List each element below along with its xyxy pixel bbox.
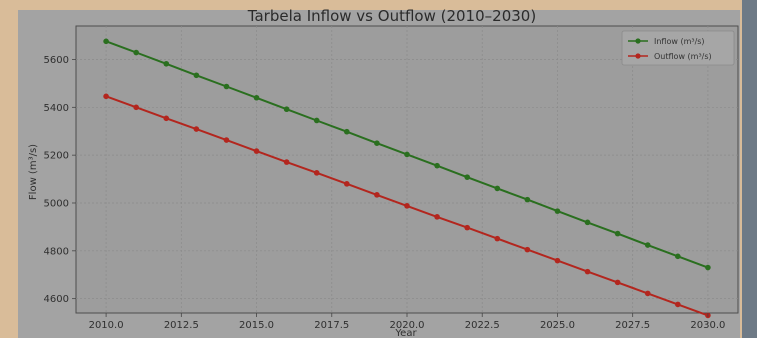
y-axis-label: Flow (m³/s) — [28, 144, 39, 200]
y-tick-label: 4600 — [44, 294, 69, 305]
outflow-point — [404, 203, 410, 209]
inflow-point — [253, 94, 260, 101]
inflow-point — [163, 60, 170, 67]
y-tick-label: 5000 — [44, 198, 69, 209]
x-tick-label: 2030.0 — [690, 320, 725, 331]
plot-area — [75, 25, 739, 314]
x-tick-label: 2020.0 — [390, 320, 425, 331]
inflow-point — [193, 72, 200, 79]
inflow-point — [524, 196, 531, 203]
outflow-point — [464, 224, 470, 231]
inflow-point — [494, 185, 501, 192]
inflow-point — [554, 208, 561, 214]
outflow-point — [344, 181, 350, 187]
x-tick-label: 2012.5 — [164, 320, 199, 331]
x-axis-label: Year — [394, 328, 417, 338]
outflow-point — [554, 257, 561, 264]
outflow-point — [133, 104, 139, 111]
outflow-point — [223, 137, 230, 143]
x-tick-label: 2017.5 — [314, 320, 349, 331]
legend-outflow-marker — [635, 53, 641, 59]
inflow-point — [644, 242, 651, 248]
outflow-point — [494, 235, 501, 242]
inflow-point — [404, 151, 410, 158]
legend-inflow-label: Inflow (m³/s) — [654, 37, 705, 46]
inflow-point — [584, 219, 591, 226]
inflow-point — [313, 117, 320, 124]
legend: Inflow (m³/s) Outflow (m³/s) — [621, 30, 735, 66]
outflow-point — [253, 148, 260, 154]
inflow-point — [103, 38, 109, 45]
outflow-point — [193, 126, 200, 132]
series-group — [103, 38, 711, 319]
outflow-point — [163, 115, 170, 122]
outflow-point — [313, 170, 320, 176]
inflow-point — [614, 230, 621, 237]
inflow-point — [283, 106, 290, 113]
outflow-point — [675, 301, 681, 308]
outflow-point — [103, 93, 109, 100]
outflow-point — [584, 268, 591, 275]
legend-outflow-label: Outflow (m³/s) — [654, 52, 712, 61]
inflow-point — [464, 174, 470, 180]
chart-title: Tarbela Inflow vs Outflow (2010–2030) — [247, 7, 536, 25]
y-tick-label: 4800 — [44, 246, 69, 257]
x-tick-label: 2027.5 — [615, 320, 650, 331]
outflow-point — [283, 159, 290, 165]
inflow-point — [374, 140, 380, 146]
legend-box — [621, 30, 735, 66]
x-tick-label: 2025.0 — [540, 320, 575, 331]
x-tick-label: 2010.0 — [89, 320, 124, 331]
inflow-point — [705, 264, 711, 271]
outflow-point — [374, 192, 380, 198]
y-tick-label: 5400 — [44, 103, 69, 114]
outflow-point — [644, 290, 651, 297]
inflow-point — [223, 83, 230, 90]
outflow-point — [524, 246, 531, 253]
outflow-point — [614, 279, 621, 286]
inflow-point — [675, 253, 681, 260]
y-tick-label: 5600 — [44, 55, 69, 66]
inflow-point — [434, 162, 440, 169]
y-axis-ticks: 4600 4800 5000 5200 5400 5600 — [44, 55, 76, 305]
x-axis-ticks: 2010.0 2012.5 2015.0 2017.5 2020.0 2022.5 2025… — [89, 313, 725, 331]
outflow-point — [434, 214, 440, 220]
legend-inflow-marker — [635, 38, 641, 44]
x-tick-label: 2022.5 — [465, 320, 500, 331]
x-tick-label: 2015.0 — [239, 320, 274, 331]
right-edge-strip — [742, 0, 757, 338]
inflow-point — [133, 49, 139, 56]
y-tick-label: 5200 — [44, 151, 69, 162]
inflow-point — [344, 128, 350, 135]
